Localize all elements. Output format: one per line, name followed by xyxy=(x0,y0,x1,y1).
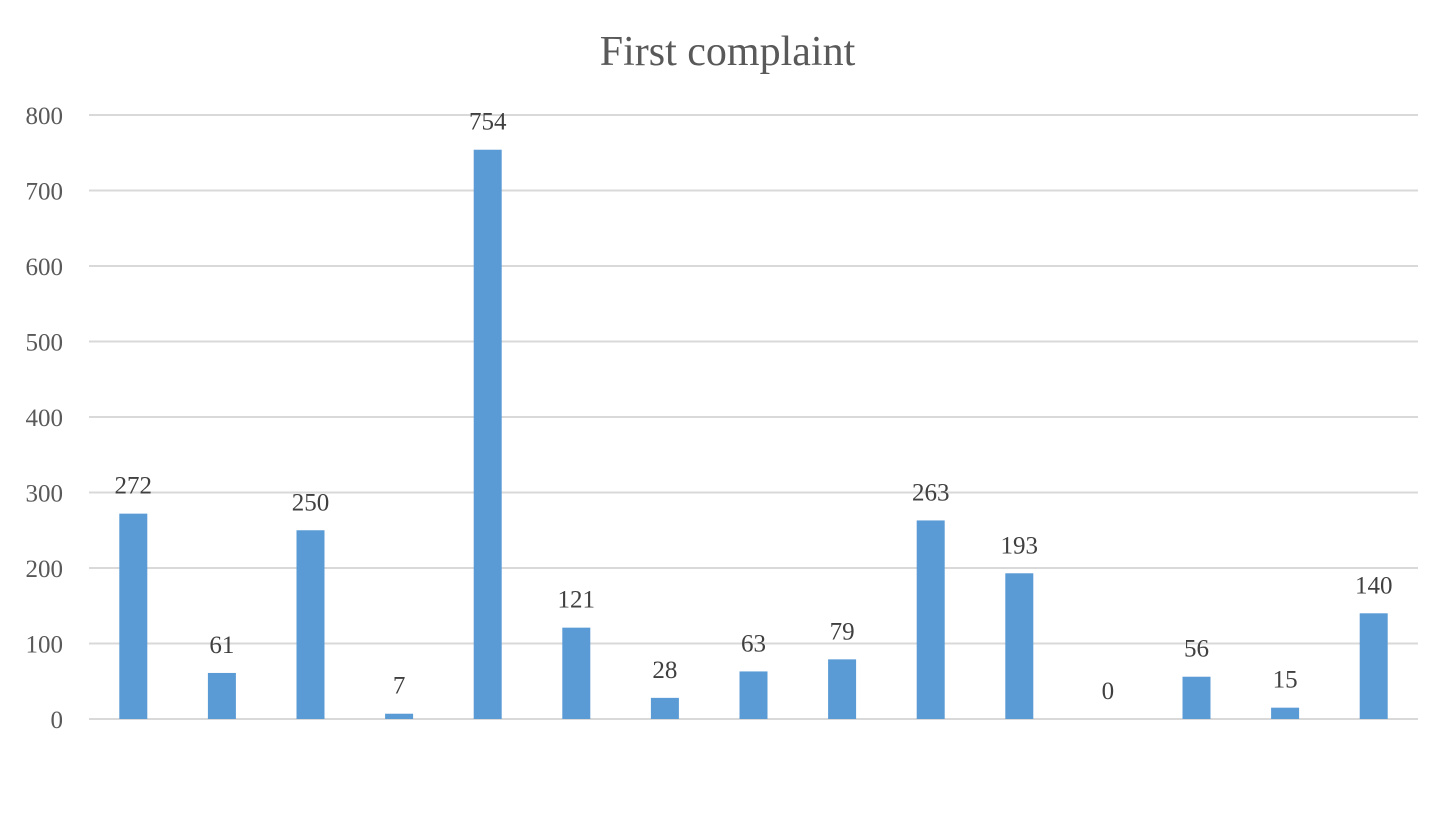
data-label: 63 xyxy=(741,630,766,657)
data-label: 56 xyxy=(1184,636,1209,663)
bar xyxy=(1005,573,1034,719)
y-tick-label: 400 xyxy=(26,405,64,432)
bar xyxy=(385,713,414,719)
y-tick-label: 500 xyxy=(26,330,64,357)
y-tick-label: 300 xyxy=(26,481,64,508)
data-label: 263 xyxy=(912,479,950,506)
data-label: 140 xyxy=(1355,572,1393,599)
bar xyxy=(562,627,591,719)
data-label: 28 xyxy=(652,657,677,684)
chart-title: First complaint xyxy=(599,29,856,75)
y-tick-label: 0 xyxy=(51,707,64,734)
bar xyxy=(739,671,768,719)
data-label: 61 xyxy=(209,632,234,659)
y-tick-label: 700 xyxy=(26,179,64,206)
data-label: 272 xyxy=(115,473,153,500)
bar xyxy=(916,520,945,719)
bar xyxy=(1271,707,1300,719)
data-label: 193 xyxy=(1001,532,1039,559)
data-label: 79 xyxy=(830,618,855,645)
bar xyxy=(828,659,857,719)
y-tick-label: 800 xyxy=(26,103,64,130)
y-tick-label: 200 xyxy=(26,556,64,583)
bar xyxy=(1182,676,1211,719)
bar xyxy=(650,697,679,719)
bar xyxy=(296,530,325,719)
data-label: 7 xyxy=(393,673,406,700)
data-label: 121 xyxy=(558,587,596,614)
bar xyxy=(473,149,502,720)
data-label: 15 xyxy=(1273,667,1298,694)
y-tick-label: 600 xyxy=(26,254,64,281)
bar xyxy=(1359,613,1388,719)
data-label: 0 xyxy=(1102,678,1115,705)
bar xyxy=(207,672,236,719)
y-tick-label: 100 xyxy=(26,632,64,659)
data-label: 754 xyxy=(469,109,507,136)
data-label: 250 xyxy=(292,489,330,516)
bar xyxy=(119,513,148,719)
